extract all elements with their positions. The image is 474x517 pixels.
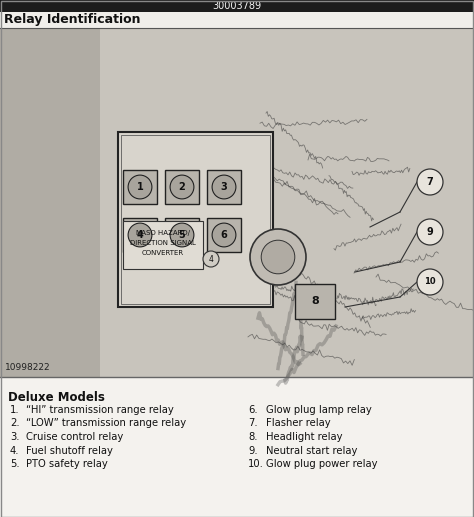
Bar bbox=[123, 170, 157, 204]
Bar bbox=[0, 12, 474, 28]
Bar bbox=[121, 135, 270, 304]
Text: 6.: 6. bbox=[248, 405, 258, 415]
Circle shape bbox=[250, 229, 306, 285]
Text: Cruise control relay: Cruise control relay bbox=[26, 432, 123, 442]
Bar bbox=[123, 218, 157, 252]
Text: 4: 4 bbox=[209, 254, 213, 264]
Circle shape bbox=[170, 175, 194, 199]
Circle shape bbox=[417, 169, 443, 195]
Text: Relay Identification: Relay Identification bbox=[4, 13, 140, 26]
Text: 10.: 10. bbox=[248, 459, 264, 469]
Text: 9.: 9. bbox=[248, 446, 258, 455]
Text: 8.: 8. bbox=[248, 432, 257, 442]
Text: 30003789: 30003789 bbox=[212, 1, 262, 11]
Text: 6: 6 bbox=[220, 230, 228, 240]
Text: 2: 2 bbox=[179, 182, 185, 192]
Bar bbox=[0, 0, 474, 12]
Circle shape bbox=[261, 240, 295, 274]
Bar bbox=[295, 284, 335, 319]
Bar bbox=[165, 218, 199, 252]
Text: Headlight relay: Headlight relay bbox=[266, 432, 343, 442]
Circle shape bbox=[212, 223, 236, 247]
Bar bbox=[207, 170, 241, 204]
Bar bbox=[123, 221, 203, 269]
Text: 7: 7 bbox=[427, 177, 433, 187]
Bar bbox=[165, 170, 199, 204]
Circle shape bbox=[212, 175, 236, 199]
Circle shape bbox=[417, 219, 443, 245]
Circle shape bbox=[128, 223, 152, 247]
Text: 2.: 2. bbox=[10, 418, 19, 429]
Text: 8: 8 bbox=[311, 297, 319, 307]
Text: Flasher relay: Flasher relay bbox=[266, 418, 331, 429]
Text: “LOW” transmission range relay: “LOW” transmission range relay bbox=[26, 418, 186, 429]
Bar bbox=[0, 28, 100, 377]
Text: Glow plug power relay: Glow plug power relay bbox=[266, 459, 377, 469]
Bar bbox=[100, 28, 474, 377]
Text: 10: 10 bbox=[424, 278, 436, 286]
Text: 4: 4 bbox=[137, 230, 143, 240]
Circle shape bbox=[128, 175, 152, 199]
Text: Neutral start relay: Neutral start relay bbox=[266, 446, 357, 455]
Text: 5: 5 bbox=[179, 230, 185, 240]
Text: 10998222: 10998222 bbox=[5, 363, 51, 372]
Text: 4.: 4. bbox=[10, 446, 19, 455]
Text: 1: 1 bbox=[137, 182, 143, 192]
Text: NASO HAZARD/: NASO HAZARD/ bbox=[136, 230, 190, 236]
Text: 3.: 3. bbox=[10, 432, 19, 442]
Circle shape bbox=[170, 223, 194, 247]
Text: 9: 9 bbox=[427, 227, 433, 237]
Text: 1.: 1. bbox=[10, 405, 19, 415]
Circle shape bbox=[203, 251, 219, 267]
Bar bbox=[207, 218, 241, 252]
Text: Fuel shutoff relay: Fuel shutoff relay bbox=[26, 446, 113, 455]
Circle shape bbox=[417, 269, 443, 295]
Text: PTO safety relay: PTO safety relay bbox=[26, 459, 108, 469]
Bar bbox=[118, 132, 273, 307]
Text: CONVERTER: CONVERTER bbox=[142, 250, 184, 256]
Bar bbox=[0, 377, 474, 517]
Text: 7.: 7. bbox=[248, 418, 258, 429]
Text: “HI” transmission range relay: “HI” transmission range relay bbox=[26, 405, 174, 415]
Text: Deluxe Models: Deluxe Models bbox=[8, 391, 105, 404]
Bar bbox=[0, 28, 474, 377]
Text: 5.: 5. bbox=[10, 459, 19, 469]
Text: DIRECTION SIGNAL: DIRECTION SIGNAL bbox=[130, 240, 196, 246]
Text: 3: 3 bbox=[220, 182, 228, 192]
Text: Glow plug lamp relay: Glow plug lamp relay bbox=[266, 405, 372, 415]
